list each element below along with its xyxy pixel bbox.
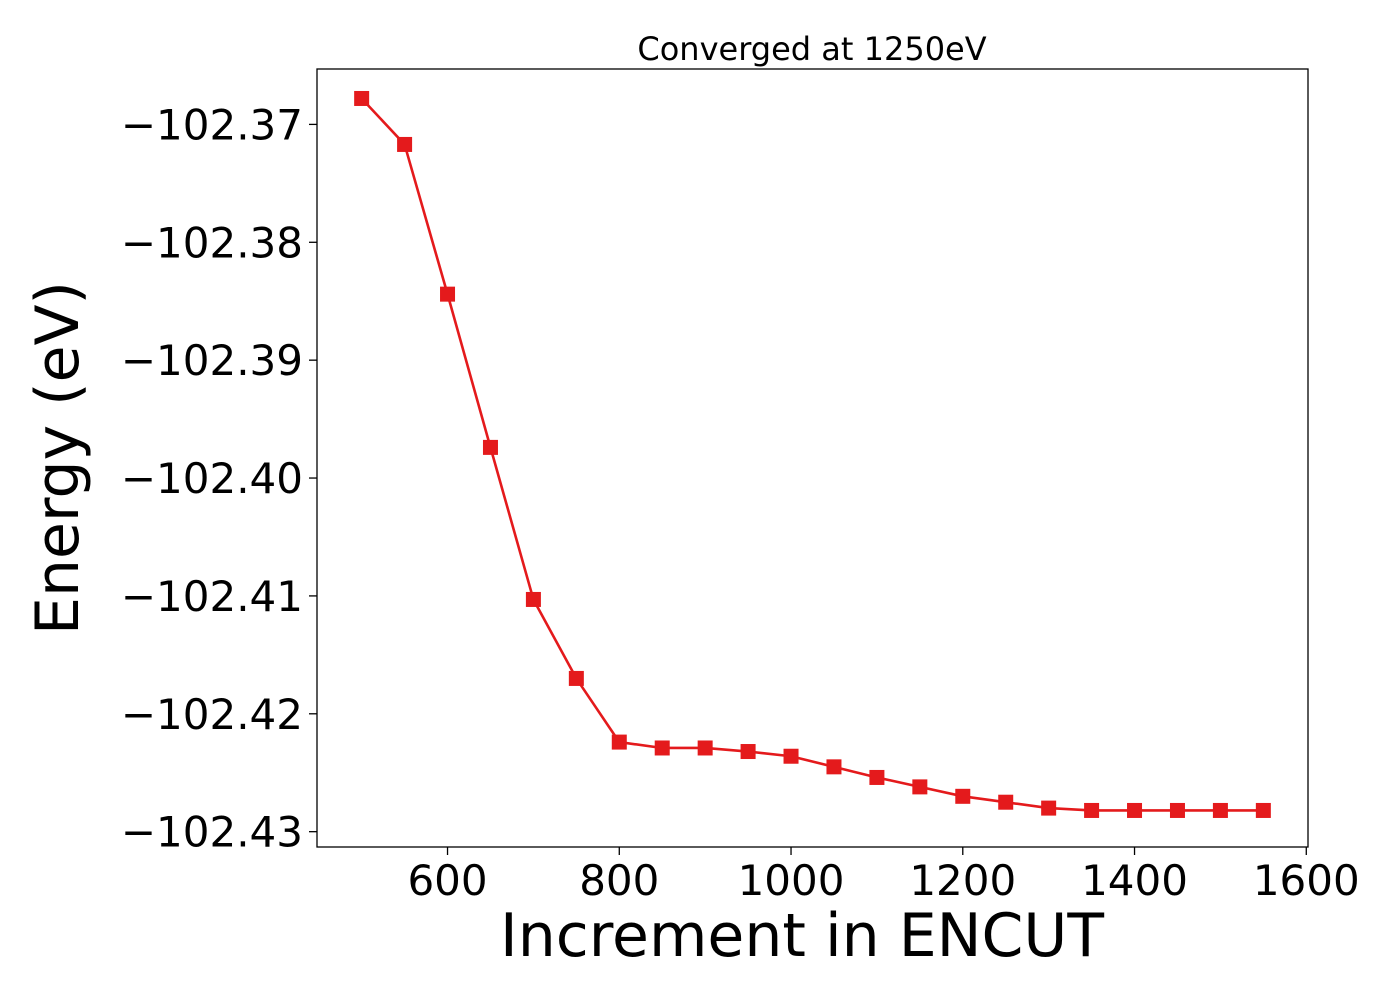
data-point-marker (783, 748, 799, 764)
y-tick-label: −102.37 (121, 100, 303, 149)
y-tick-label: −102.43 (121, 808, 303, 857)
data-point-marker (697, 740, 713, 756)
data-point-marker (1127, 802, 1143, 818)
data-point-marker (1255, 802, 1271, 818)
data-point-marker (1084, 802, 1100, 818)
data-point-marker (440, 286, 456, 302)
data-point-marker (869, 769, 885, 785)
y-tick-label: −102.41 (121, 572, 303, 621)
series-line (360, 97, 1264, 812)
data-point-marker (611, 734, 627, 750)
data-point-marker (1169, 802, 1185, 818)
data-point-marker (568, 670, 584, 686)
x-axis-ticks: 600 800 1000 1200 1400 1600 (407, 847, 1360, 905)
y-tick-label: −102.39 (121, 336, 303, 385)
data-point-marker (1041, 800, 1057, 816)
data-point-marker (912, 779, 928, 795)
y-axis-title: Energy (eV) (23, 281, 93, 635)
data-point-marker (397, 136, 413, 152)
x-axis-title: Increment in ENCUT (500, 901, 1104, 971)
data-point-marker (654, 740, 670, 756)
data-point-marker (955, 788, 971, 804)
y-axis-ticks: −102.37 −102.38 −102.39 −102.40 −102.41 −102.… (121, 100, 317, 857)
plot-area-frame (316, 68, 1309, 848)
data-point-marker (826, 759, 842, 775)
data-point-marker (482, 439, 498, 455)
y-tick-label: −102.40 (121, 454, 303, 503)
y-tick-label: −102.42 (121, 690, 303, 739)
y-tick-label: −102.38 (121, 218, 303, 267)
x-tick-label: 1200 (909, 856, 1016, 905)
series-energy (354, 90, 1271, 818)
data-point-marker (998, 794, 1014, 810)
data-point-marker (740, 744, 756, 760)
x-tick-label: 1400 (1081, 856, 1188, 905)
data-point-marker (354, 90, 370, 106)
x-tick-label: 1000 (738, 856, 845, 905)
chart-title: Converged at 1250eV (637, 30, 986, 68)
data-point-marker (1212, 802, 1228, 818)
data-point-marker (525, 591, 541, 607)
x-tick-label: 800 (579, 856, 659, 905)
x-tick-label: 1600 (1253, 856, 1360, 905)
x-tick-label: 600 (407, 856, 487, 905)
